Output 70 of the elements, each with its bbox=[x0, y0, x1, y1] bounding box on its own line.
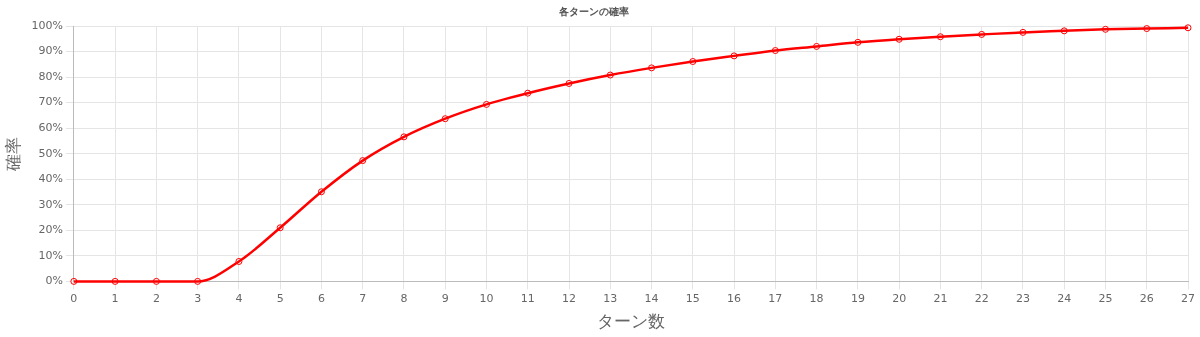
point bbox=[276, 224, 284, 232]
x-tick-label: 5 bbox=[276, 291, 284, 305]
point bbox=[317, 188, 325, 196]
point bbox=[1060, 27, 1068, 35]
x-tick-label: 23 bbox=[1015, 291, 1030, 305]
point bbox=[235, 257, 243, 265]
x-tick-label: 7 bbox=[359, 291, 367, 305]
y-tick-label: 90% bbox=[38, 44, 63, 58]
y-tick-label: 30% bbox=[38, 197, 63, 211]
x-tick-label: 6 bbox=[317, 291, 325, 305]
point bbox=[1019, 28, 1027, 36]
point bbox=[1101, 25, 1109, 33]
x-tick-label: 27 bbox=[1181, 291, 1195, 305]
x-tick-label: 22 bbox=[974, 291, 989, 305]
point bbox=[483, 100, 490, 108]
x-tick-label: 2 bbox=[152, 291, 160, 305]
point bbox=[359, 157, 367, 165]
x-tick-label: 8 bbox=[400, 291, 408, 305]
x-tick-label: 0 bbox=[70, 291, 78, 305]
point bbox=[194, 277, 202, 285]
x-tick-label: 4 bbox=[235, 291, 243, 305]
point bbox=[730, 52, 738, 60]
point bbox=[854, 38, 862, 46]
chart-title: 各ターンの確率 bbox=[558, 5, 629, 17]
point bbox=[771, 47, 779, 55]
point bbox=[565, 79, 573, 87]
x-tick-label: 12 bbox=[562, 291, 577, 305]
y-tick-label: 20% bbox=[38, 223, 63, 237]
point bbox=[152, 277, 160, 285]
x-tick-label: 19 bbox=[850, 291, 865, 305]
point bbox=[70, 277, 78, 285]
point bbox=[1143, 25, 1151, 33]
x-tick-label: 18 bbox=[809, 291, 824, 305]
point bbox=[689, 58, 697, 65]
x-tick-label: 24 bbox=[1057, 291, 1072, 305]
point bbox=[978, 30, 986, 38]
point bbox=[524, 89, 532, 97]
point bbox=[441, 115, 449, 123]
point bbox=[1184, 24, 1192, 32]
x-tick-label: 14 bbox=[644, 291, 659, 305]
x-tick-label: 17 bbox=[768, 291, 783, 305]
x-tick-label: 1 bbox=[111, 291, 119, 305]
y-tick-label: 80% bbox=[38, 69, 63, 83]
point bbox=[400, 133, 408, 141]
point bbox=[606, 71, 614, 79]
y-axis-title: 確率 bbox=[2, 136, 23, 172]
y-tick-label: 70% bbox=[38, 95, 63, 109]
x-tick-label: 26 bbox=[1139, 291, 1154, 305]
x-tick-label: 3 bbox=[194, 291, 202, 305]
y-tick-label: 60% bbox=[38, 121, 63, 135]
x-tick-label: 15 bbox=[685, 291, 700, 305]
x-tick-label: 20 bbox=[892, 291, 907, 305]
y-tick-label: 10% bbox=[38, 248, 63, 262]
y-tick-label: 0% bbox=[45, 274, 63, 288]
point bbox=[111, 277, 119, 285]
x-tick-label: 9 bbox=[441, 291, 449, 305]
point bbox=[936, 33, 944, 41]
y-tick-label: 100% bbox=[31, 18, 63, 32]
x-tick-label: 13 bbox=[603, 291, 618, 305]
x-tick-label: 21 bbox=[933, 291, 948, 305]
x-tick-label: 16 bbox=[727, 291, 742, 305]
point bbox=[895, 35, 903, 43]
y-tick-label: 50% bbox=[38, 146, 63, 160]
x-tick-label: 11 bbox=[520, 291, 535, 305]
x-axis-title: ターン数 bbox=[596, 311, 665, 332]
point bbox=[648, 64, 656, 72]
x-tick-label: 10 bbox=[479, 291, 494, 305]
y-tick-label: 40% bbox=[38, 172, 63, 186]
x-tick-label: 25 bbox=[1098, 291, 1113, 305]
point bbox=[813, 42, 821, 50]
